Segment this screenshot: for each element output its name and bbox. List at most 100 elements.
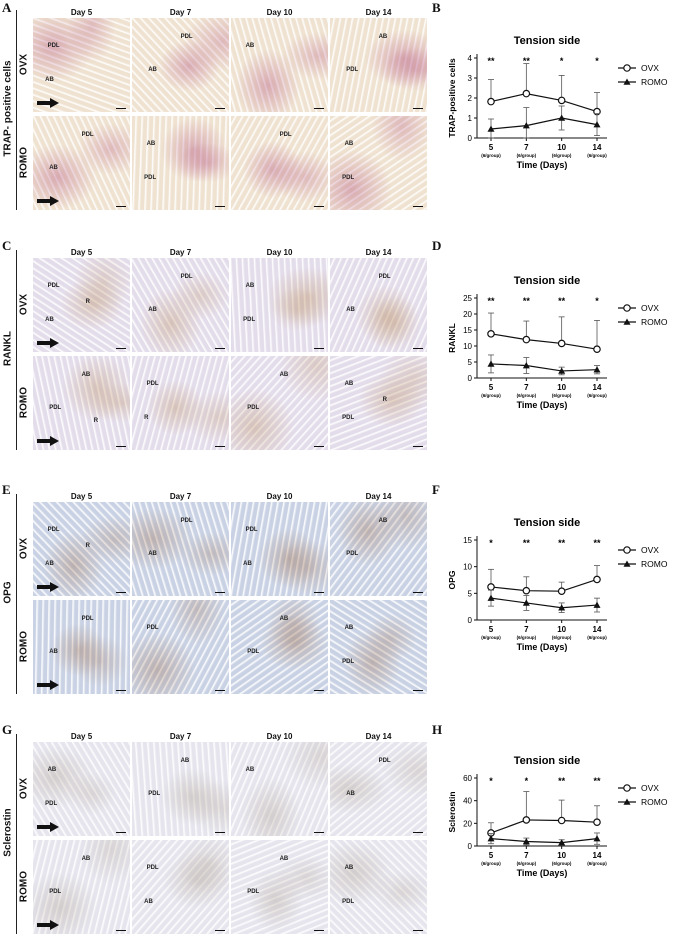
y-tick-label: 40: [463, 797, 472, 806]
group-row-label: OVX: [18, 537, 30, 560]
scale-bar: [413, 930, 423, 931]
y-tick-label: 2: [468, 94, 473, 103]
data-point: [557, 339, 566, 348]
micrograph-tile: AB PDL: [231, 840, 328, 934]
scale-bar: [215, 206, 225, 207]
y-tick-label: 10: [463, 563, 472, 572]
tissue-label: PDL: [247, 649, 260, 656]
x-tick-label: 10: [557, 143, 566, 152]
y-tick-label: 15: [463, 536, 472, 545]
day-label: Day 5: [70, 492, 93, 501]
chart-f-opg: Tension side051015OPG5(6/group)*7(6/grou…: [447, 517, 668, 652]
tissue-label: AB: [346, 791, 355, 798]
group-row-label: OVX: [18, 53, 30, 76]
panel-letter-c: C: [2, 238, 12, 253]
x-tick-label: 10: [557, 851, 566, 860]
data-point: [558, 114, 566, 121]
tissue-label: AB: [245, 766, 255, 773]
x-tick-label: 5: [489, 851, 494, 860]
stain-label: Sclerostin: [2, 808, 14, 857]
group-row-label: ROMO: [18, 630, 30, 663]
tissue-label: AB: [378, 34, 388, 41]
tissue-label: AB: [49, 165, 58, 172]
legend-marker: [623, 318, 631, 325]
tissue-label: PDL: [144, 175, 157, 182]
tissue-label: AB: [148, 551, 157, 558]
tissue-label: PDL: [47, 42, 60, 49]
data-point: [593, 345, 601, 354]
micrograph-tile: PDL AB: [33, 600, 130, 694]
micrograph-tile: AB PDL: [132, 116, 229, 210]
x-tick-sublabel: (6/group): [517, 635, 537, 640]
scale-bar: [215, 108, 225, 109]
tissue-label: PDL: [146, 624, 159, 631]
group-bracket: [16, 734, 17, 934]
tissue-label: AB: [148, 307, 157, 314]
tissue-label: AB: [81, 856, 91, 863]
chart-title: Tension side: [514, 35, 580, 47]
legend-marker: [623, 304, 631, 312]
micrograph-tile: PDL AB: [330, 742, 427, 836]
y-tick-label: 1: [468, 114, 473, 123]
tissue-label: R: [382, 397, 387, 403]
x-tick-label: 14: [593, 625, 602, 634]
tissue-label: PDL: [378, 274, 391, 281]
micrograph-tile: AB PDL: [330, 600, 427, 694]
tissue-label: PDL: [180, 274, 193, 281]
micrograph-tile: PDL: [132, 600, 229, 694]
data-point: [558, 367, 566, 374]
scale-bar: [116, 690, 126, 691]
tissue-label: PDL: [146, 864, 159, 871]
micrograph-tile: PDL AB: [33, 18, 130, 112]
chart-h-sclerostin: Tension side0204060Sclerostin5(6/group)*…: [447, 755, 668, 878]
x-tick-label: 10: [557, 383, 566, 392]
data-point: [522, 335, 531, 344]
day-label: Day 10: [266, 732, 293, 741]
direction-arrow-icon: [37, 822, 59, 832]
significance-marker: *: [560, 56, 564, 66]
x-tick-label: 10: [557, 625, 566, 634]
x-tick-sublabel: (6/group): [481, 635, 501, 640]
panel-letter-g: G: [2, 722, 13, 737]
tissue-label: AB: [344, 380, 354, 387]
data-point: [593, 835, 601, 842]
legend-marker: [623, 546, 631, 554]
legend-marker: [623, 560, 631, 567]
day-label: Day 10: [266, 492, 293, 501]
tissue-label: PDL: [45, 801, 58, 808]
y-tick-label: 20: [463, 819, 472, 828]
tissue-label: AB: [344, 864, 354, 871]
y-tick-label: 20: [463, 310, 472, 319]
scale-bar: [413, 446, 423, 447]
legend-label: OVX: [641, 545, 659, 555]
tissue-label: R: [85, 543, 90, 549]
legend-marker: [623, 784, 631, 792]
x-tick-label: 7: [524, 625, 529, 634]
day-label: Day 14: [365, 248, 392, 257]
panel-letter-e: E: [2, 482, 11, 497]
data-point: [558, 604, 566, 611]
tissue-label: AB: [378, 518, 388, 525]
micrograph-tile: PDL AB: [330, 258, 427, 352]
significance-marker: *: [489, 776, 493, 786]
scale-bar: [314, 592, 324, 593]
group-bracket: [16, 250, 17, 450]
data-point: [487, 583, 495, 591]
scale-bar: [314, 108, 324, 109]
legend-label: OVX: [641, 303, 659, 313]
tissue-label: AB: [146, 140, 156, 147]
x-tick-sublabel: (6/group): [587, 153, 607, 158]
x-tick-label: 14: [593, 383, 602, 392]
data-point: [487, 594, 495, 601]
micrograph-tile: PDL AB R: [33, 258, 130, 352]
tissue-label: PDL: [49, 889, 62, 896]
tissue-label: AB: [279, 856, 289, 863]
x-tick-sublabel: (6/group): [517, 393, 537, 398]
x-tick-sublabel: (6/group): [481, 393, 501, 398]
x-tick-sublabel: (6/group): [587, 635, 607, 640]
data-point: [522, 599, 530, 606]
legend-marker: [623, 78, 631, 85]
micrograph-tile: AB PDL R: [33, 356, 130, 450]
scale-bar: [314, 206, 324, 207]
tissue-label: PDL: [47, 282, 60, 289]
